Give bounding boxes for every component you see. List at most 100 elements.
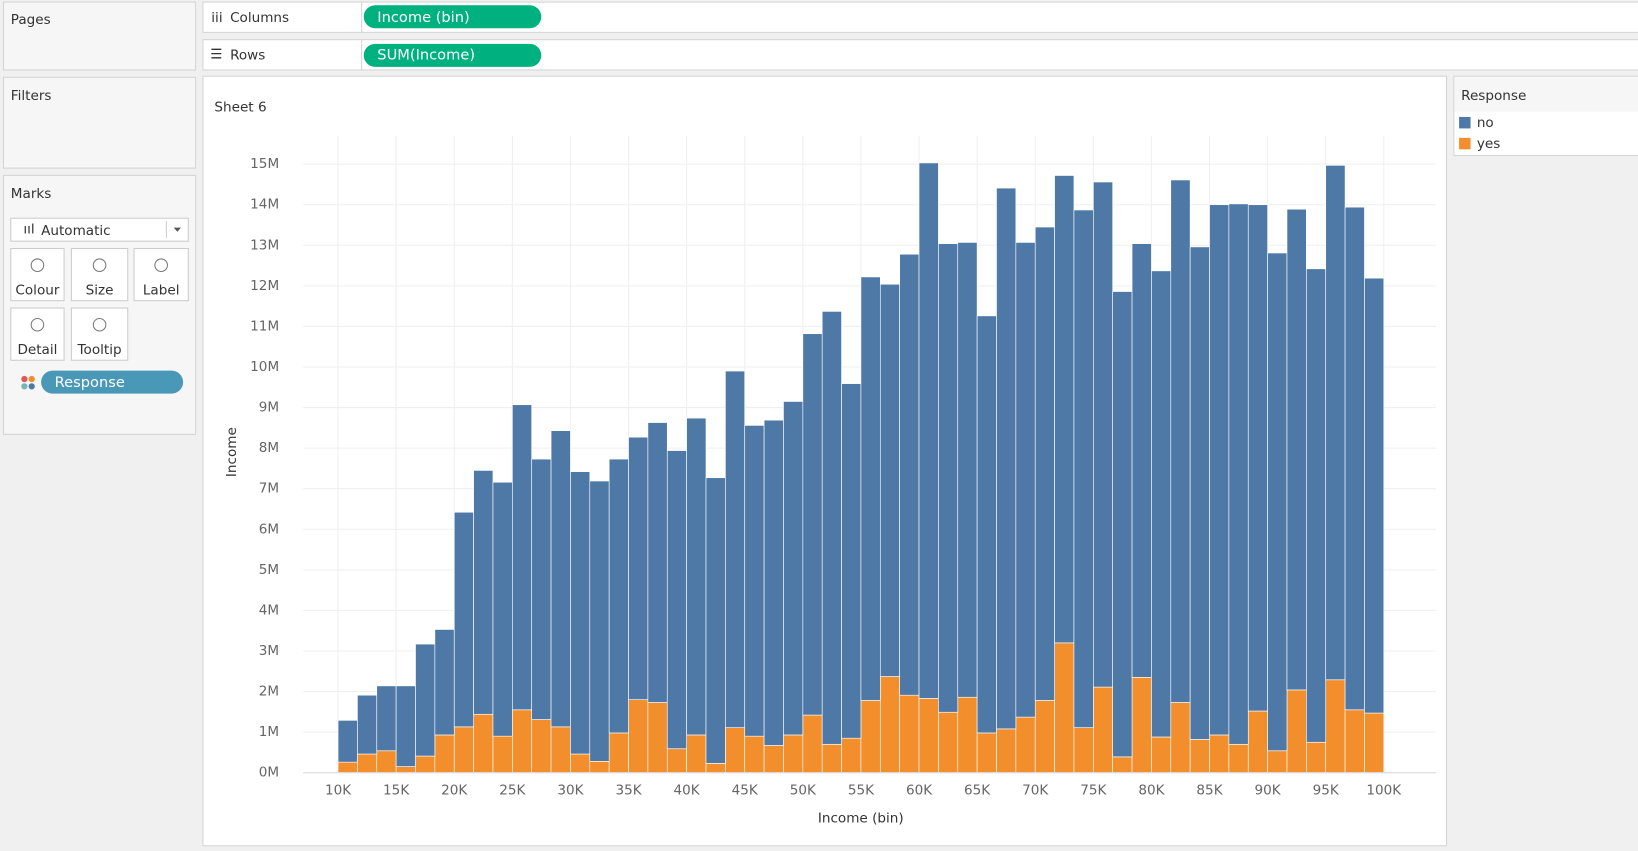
rows-label: Rows — [230, 47, 265, 63]
x-tick-label: 40K — [674, 782, 701, 798]
bar-segment — [628, 699, 649, 774]
mark-button[interactable] — [70, 247, 129, 302]
bar-segment — [976, 732, 997, 774]
bar-segment — [1267, 750, 1288, 774]
bar-segment — [976, 315, 997, 734]
legend-header — [1454, 77, 1638, 112]
y-tick-label: 14M — [250, 197, 279, 213]
bar-segment — [337, 720, 358, 763]
x-tick-label: 30K — [557, 782, 584, 798]
mark-button-label[interactable]: Tooltip — [77, 342, 122, 358]
rows-pill-text[interactable]: SUM(Income) — [377, 46, 475, 63]
pages-card — [2, 1, 197, 71]
color-icon — [28, 375, 35, 383]
button-icon — [30, 317, 45, 332]
y-tick-label: 1M — [259, 724, 279, 740]
bar-segment — [996, 728, 1017, 774]
bar-segment — [628, 436, 649, 700]
x-tick-label: 55K — [848, 782, 875, 798]
bar-segment — [357, 694, 378, 755]
mark-type-dropdown[interactable] — [10, 217, 189, 242]
mark-button[interactable] — [10, 247, 65, 302]
bar-segment — [647, 422, 668, 703]
mark-button-label[interactable]: Size — [86, 282, 114, 298]
bar-segment — [783, 401, 804, 736]
chart-title: Sheet 6 — [214, 100, 266, 116]
mark-type[interactable]: Automatic — [41, 223, 111, 239]
bar-segment — [608, 458, 629, 734]
bar-segment — [725, 727, 746, 774]
mark-button-label[interactable]: Label — [143, 282, 180, 298]
mark-button[interactable] — [133, 247, 189, 302]
bar-segment — [744, 425, 765, 737]
bar-segment — [1093, 181, 1114, 688]
bar-segment — [899, 694, 920, 774]
bar-segment — [860, 700, 881, 774]
bar-segment — [1073, 209, 1094, 728]
mark-button[interactable] — [10, 307, 65, 361]
y-tick-label: 10M — [250, 359, 279, 375]
bar-segment — [1209, 734, 1230, 774]
bar-segment — [1189, 739, 1210, 774]
bar-segment — [376, 685, 397, 752]
x-tick-label: 80K — [1138, 782, 1165, 798]
x-tick-label: 50K — [790, 782, 817, 798]
mark-button-label[interactable]: Detail — [17, 342, 57, 358]
x-tick-label: 25K — [499, 782, 526, 798]
bar-segment — [1034, 700, 1055, 774]
bar-segment — [705, 477, 726, 764]
legend-label: no — [1477, 115, 1494, 131]
bar-segment — [802, 333, 823, 716]
bar-segment — [1325, 679, 1346, 774]
plot: 0M 1M 2M 3M 4M 5M 6M 7M 8M 9M 10M 11M 12M 13M 14M 15M 10… — [250, 135, 1437, 798]
bar-segment — [879, 676, 900, 774]
x-tick-label: 85K — [1196, 782, 1223, 798]
bar-segment — [918, 698, 939, 774]
columns-pill[interactable] — [363, 5, 542, 29]
y-tick-label: 12M — [250, 278, 279, 294]
color-icon — [21, 375, 28, 383]
bar-segment — [1247, 710, 1268, 774]
mark-button[interactable] — [70, 307, 129, 361]
bar-segment — [434, 629, 455, 736]
bar-segment — [415, 755, 436, 774]
y-axis-title: Income — [224, 427, 240, 477]
bar-segment — [763, 745, 784, 774]
legend-swatch — [1459, 116, 1471, 129]
bar-segment — [434, 734, 455, 774]
bar-segment — [531, 719, 552, 774]
legend-swatch — [1459, 137, 1471, 150]
bar-segment — [1209, 204, 1230, 736]
bar-segment — [589, 761, 610, 774]
mark-button-label[interactable]: Colour — [15, 282, 59, 298]
bar-segment — [705, 763, 726, 774]
bar-segment — [453, 511, 474, 728]
bar-segment — [395, 685, 416, 767]
response-pill-text[interactable]: Response — [55, 374, 125, 391]
bar-segment — [395, 766, 416, 774]
filters-title: Filters — [11, 88, 52, 104]
columns-label: Columns — [230, 10, 289, 26]
bar-segment — [1054, 175, 1075, 644]
x-tick-label: 15K — [383, 782, 410, 798]
filters-card — [2, 76, 197, 169]
bar-segment — [1015, 716, 1036, 774]
bar-segment — [763, 419, 784, 746]
bar-segment — [686, 734, 707, 774]
bar-segment — [512, 404, 533, 711]
bar-segment — [647, 702, 668, 774]
bar-segment — [550, 430, 571, 728]
bar-segment — [376, 750, 397, 774]
bar-segment — [1247, 204, 1268, 712]
columns-pill-text[interactable]: Income (bin) — [377, 9, 469, 26]
bar-segment — [899, 253, 920, 696]
rows-pill[interactable] — [363, 43, 542, 67]
bar-segment — [821, 311, 842, 745]
y-tick-label: 0M — [259, 765, 279, 781]
y-tick-label: 3M — [259, 643, 279, 659]
bar-segment — [492, 481, 513, 737]
response-pill[interactable] — [41, 370, 184, 394]
bar-segment — [744, 735, 765, 774]
bar-segment — [1286, 208, 1307, 691]
bar-segment — [357, 753, 378, 774]
